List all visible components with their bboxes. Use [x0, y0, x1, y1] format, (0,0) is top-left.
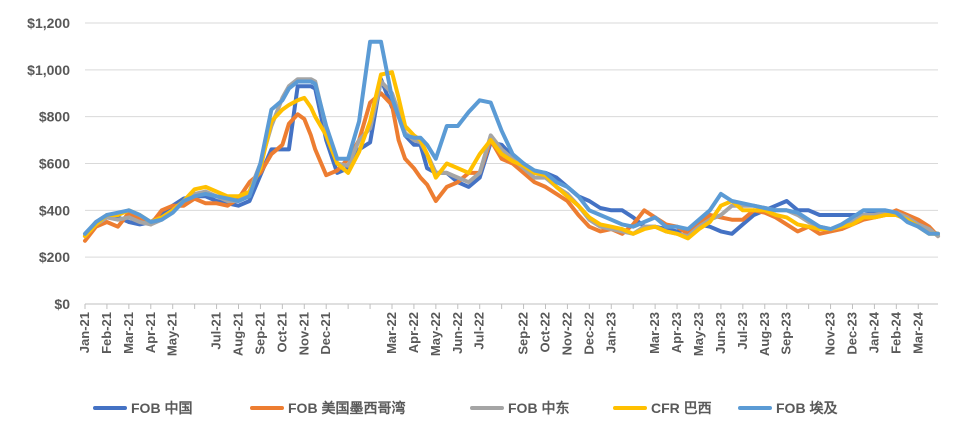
- y-tick-label: $400: [39, 202, 70, 218]
- y-tick-label: $1,000: [27, 62, 70, 78]
- y-tick-label: $800: [39, 109, 70, 125]
- x-tick-label: Oct-21: [274, 312, 289, 352]
- x-tick-label: Feb-21: [99, 312, 114, 354]
- x-tick-label: Nov-22: [559, 312, 574, 355]
- series-lines: [83, 39, 940, 243]
- legend-label: CFR 巴西: [651, 400, 712, 416]
- x-tick-label: Mar-21: [121, 312, 136, 354]
- x-tick-label: Sep-21: [252, 312, 267, 355]
- x-tick-label: Aug-23: [757, 312, 772, 356]
- x-tick-label: Dec-23: [844, 312, 859, 355]
- x-tick-label: Apr-23: [669, 312, 684, 353]
- x-tick-label: Nov-21: [296, 312, 311, 355]
- x-tick-label: Nov-23: [823, 312, 838, 355]
- x-tick-label: Aug-21: [230, 312, 245, 356]
- x-tick-label: Mar-23: [647, 312, 662, 354]
- y-tick-label: $200: [39, 249, 70, 265]
- series-line-5: [83, 39, 940, 236]
- legend-label: FOB 中国: [131, 400, 192, 416]
- legend: FOB 中国 FOB 美国墨西哥湾 FOB 中东 CFR 巴西 FOB 埃及: [93, 400, 838, 416]
- x-tick-label: Jun-23: [713, 312, 728, 354]
- x-tick-label: Feb-24: [888, 311, 903, 354]
- y-axis-ticks: $0 $200 $400 $600 $800 $1,000 $1,200: [27, 15, 70, 312]
- y-tick-label: $1,200: [27, 15, 70, 31]
- x-axis: [84, 303, 938, 309]
- x-tick-label: May-22: [428, 312, 443, 356]
- x-tick-label: Mar-22: [384, 312, 399, 354]
- legend-label: FOB 美国墨西哥湾: [288, 400, 405, 416]
- legend-label: FOB 埃及: [776, 400, 838, 416]
- x-tick-label: Jun-22: [450, 312, 465, 354]
- x-tick-label: Mar-24: [910, 311, 925, 354]
- x-tick-label: Jul-22: [472, 312, 487, 350]
- x-tick-label: Jul-23: [735, 312, 750, 350]
- y-tick-label: $0: [54, 296, 70, 312]
- x-tick-label: Oct-22: [537, 312, 552, 352]
- x-tick-label: Dec-21: [318, 312, 333, 355]
- y-tick-label: $600: [39, 156, 70, 172]
- x-tick-label: Jan-21: [77, 312, 92, 353]
- x-tick-label: May-23: [691, 312, 706, 356]
- x-tick-label: Apr-21: [143, 312, 158, 353]
- x-tick-label: Jul-21: [209, 312, 224, 350]
- x-tick-label: Sep-22: [516, 312, 531, 355]
- x-tick-label: Dec-22: [581, 312, 596, 355]
- x-tick-label: Jan-23: [603, 312, 618, 353]
- x-tick-label: Apr-22: [406, 312, 421, 353]
- series-line-4: [83, 70, 940, 241]
- x-tick-label: Sep-23: [779, 312, 794, 355]
- legend-label: FOB 中东: [508, 400, 569, 416]
- x-axis-ticks: Jan-21 Feb-21 Mar-21 Apr-21 May-21 Jul-21 Aug-…: [77, 311, 925, 356]
- x-tick-label: May-21: [165, 312, 180, 356]
- x-tick-label: Jan-24: [866, 311, 881, 353]
